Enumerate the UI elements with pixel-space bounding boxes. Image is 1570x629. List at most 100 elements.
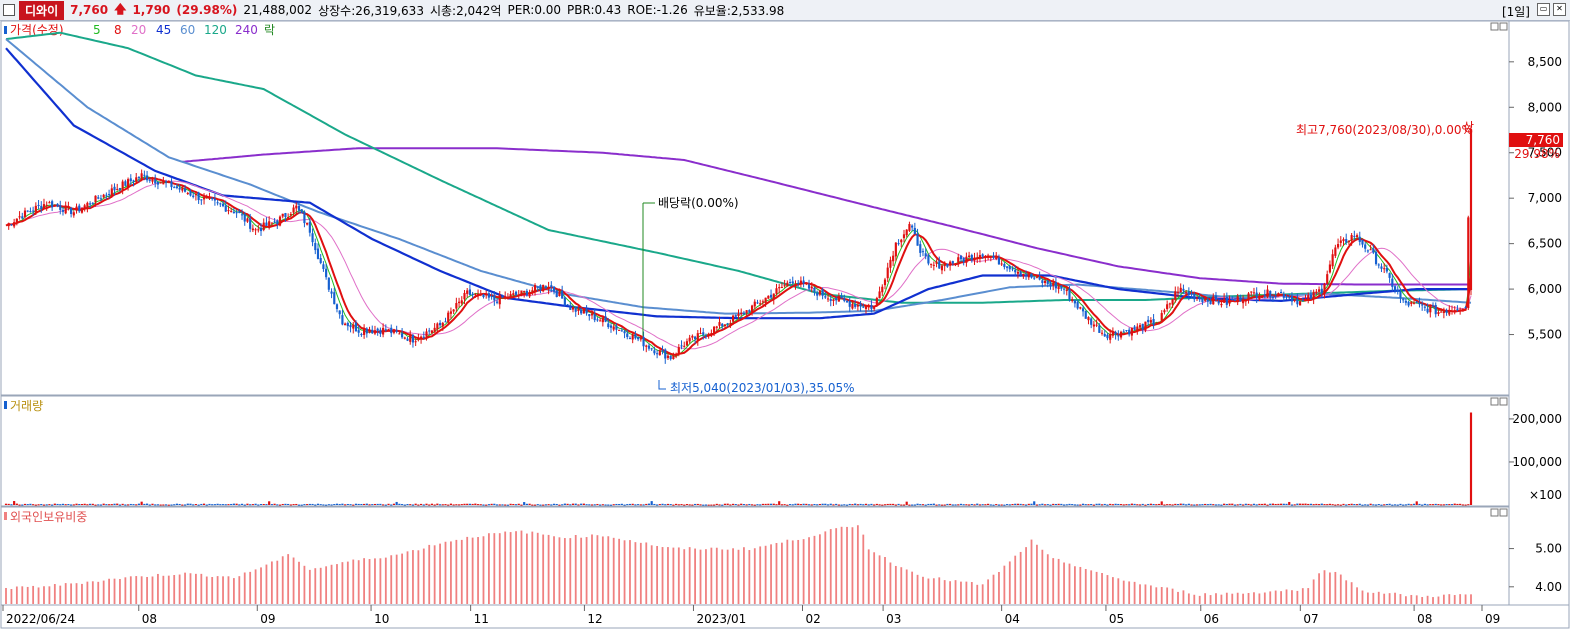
panel-min-icon[interactable] [1490, 508, 1499, 517]
candle-body [273, 221, 276, 223]
candle-body [175, 186, 179, 188]
volume-bar [398, 503, 401, 505]
candle-body [330, 291, 333, 294]
volume-bar [647, 503, 651, 505]
panel-max-icon[interactable] [1499, 397, 1508, 406]
candle-body [620, 330, 623, 332]
candle-body [75, 206, 78, 211]
candle-body [1190, 293, 1193, 295]
foreign-bar [1421, 597, 1424, 604]
x-tick-label: 08 [1417, 612, 1432, 626]
candle-body [1350, 235, 1353, 241]
foreign-bar [509, 532, 512, 604]
volume-bar [10, 504, 13, 506]
candle-body [501, 296, 504, 298]
candle-body [1372, 248, 1375, 253]
foreign-bar [1459, 594, 1462, 604]
volume-bar [1467, 504, 1470, 506]
volume-bar [452, 504, 455, 506]
candle-body [1195, 297, 1199, 299]
volume-bar [859, 503, 862, 505]
volume-bar [268, 501, 271, 505]
foreign-bar [422, 548, 425, 604]
period-selector[interactable]: [1일] [1501, 5, 1530, 19]
volume-bar [867, 504, 870, 506]
candle-body [637, 337, 640, 340]
candle-body [243, 213, 246, 222]
candle-body [67, 206, 70, 208]
candle-body [1380, 266, 1383, 269]
volume-bar [1296, 503, 1299, 505]
candle-body [379, 329, 382, 335]
legend-ex: 락 [264, 23, 275, 37]
volume-bar [37, 504, 40, 506]
volume-bar [1353, 504, 1356, 506]
foreign-bar [607, 536, 610, 604]
candle-body [1106, 334, 1109, 339]
candle-body [303, 211, 306, 224]
foreign-bar [1464, 594, 1467, 604]
volume-bar [574, 503, 577, 505]
candle-body [574, 307, 577, 312]
foreign-bar [1111, 577, 1114, 604]
volume-bar [297, 504, 301, 506]
foreign-bar [1057, 558, 1060, 604]
foreign-bar [119, 579, 121, 604]
volume-bar [493, 503, 496, 505]
candle-body [479, 293, 482, 296]
candle-body [1261, 296, 1264, 298]
candle-body [1033, 277, 1036, 279]
volume-bar [843, 504, 846, 506]
close-icon[interactable]: ✕ [1553, 3, 1566, 16]
restore-icon[interactable]: ▭ [1537, 3, 1550, 16]
candle-body [341, 315, 344, 325]
candle-body [772, 293, 775, 300]
volume-bar [1261, 503, 1264, 505]
foreign-bar [911, 571, 914, 604]
candle-body [1293, 299, 1296, 302]
candle-body [457, 301, 461, 304]
candle-body [365, 328, 368, 334]
candle-body [1014, 269, 1017, 273]
select-checkbox[interactable] [3, 4, 15, 16]
volume-bar [1453, 503, 1456, 505]
volume-bar [1250, 504, 1253, 506]
candle-body [997, 257, 1001, 265]
foreign-bar [314, 568, 317, 604]
foreign-bar [374, 558, 376, 604]
candle-body [235, 212, 238, 214]
foreign-bar [97, 581, 100, 604]
panel-min-icon[interactable] [1490, 397, 1499, 406]
panel-max-icon[interactable] [1499, 22, 1508, 31]
volume-bar [954, 504, 957, 506]
foreign-bar [580, 537, 583, 604]
volume-bar [1309, 503, 1313, 505]
foreign-bar [818, 534, 821, 604]
candle-body [848, 301, 851, 307]
stock-name[interactable]: 디와이 [19, 0, 65, 20]
foreign-bar [26, 586, 29, 604]
panel-min-icon[interactable] [1490, 22, 1499, 31]
foreign-bar [1198, 595, 1201, 604]
foreign-bar [927, 578, 930, 604]
volume-bar [1372, 504, 1375, 506]
volume-bar [1385, 504, 1388, 506]
volume-bar [1317, 504, 1321, 506]
panel-max-icon[interactable] [1499, 508, 1508, 517]
foreign-bar [211, 577, 214, 604]
volume-bar [349, 504, 352, 506]
foreign-bar [1274, 590, 1277, 604]
volume-bar [837, 504, 840, 506]
candle-body [626, 333, 629, 338]
candle-body [1231, 298, 1234, 300]
candle-body [205, 197, 208, 199]
foreign-bar [1160, 587, 1163, 604]
volume-bar [1350, 503, 1353, 505]
candle-body [710, 332, 713, 336]
candle-body [1212, 296, 1215, 305]
candle-body [316, 248, 320, 259]
candle-body [1030, 273, 1033, 278]
foreign-bar [216, 576, 219, 604]
candle-body [202, 197, 206, 200]
foreign-bar [243, 572, 246, 604]
